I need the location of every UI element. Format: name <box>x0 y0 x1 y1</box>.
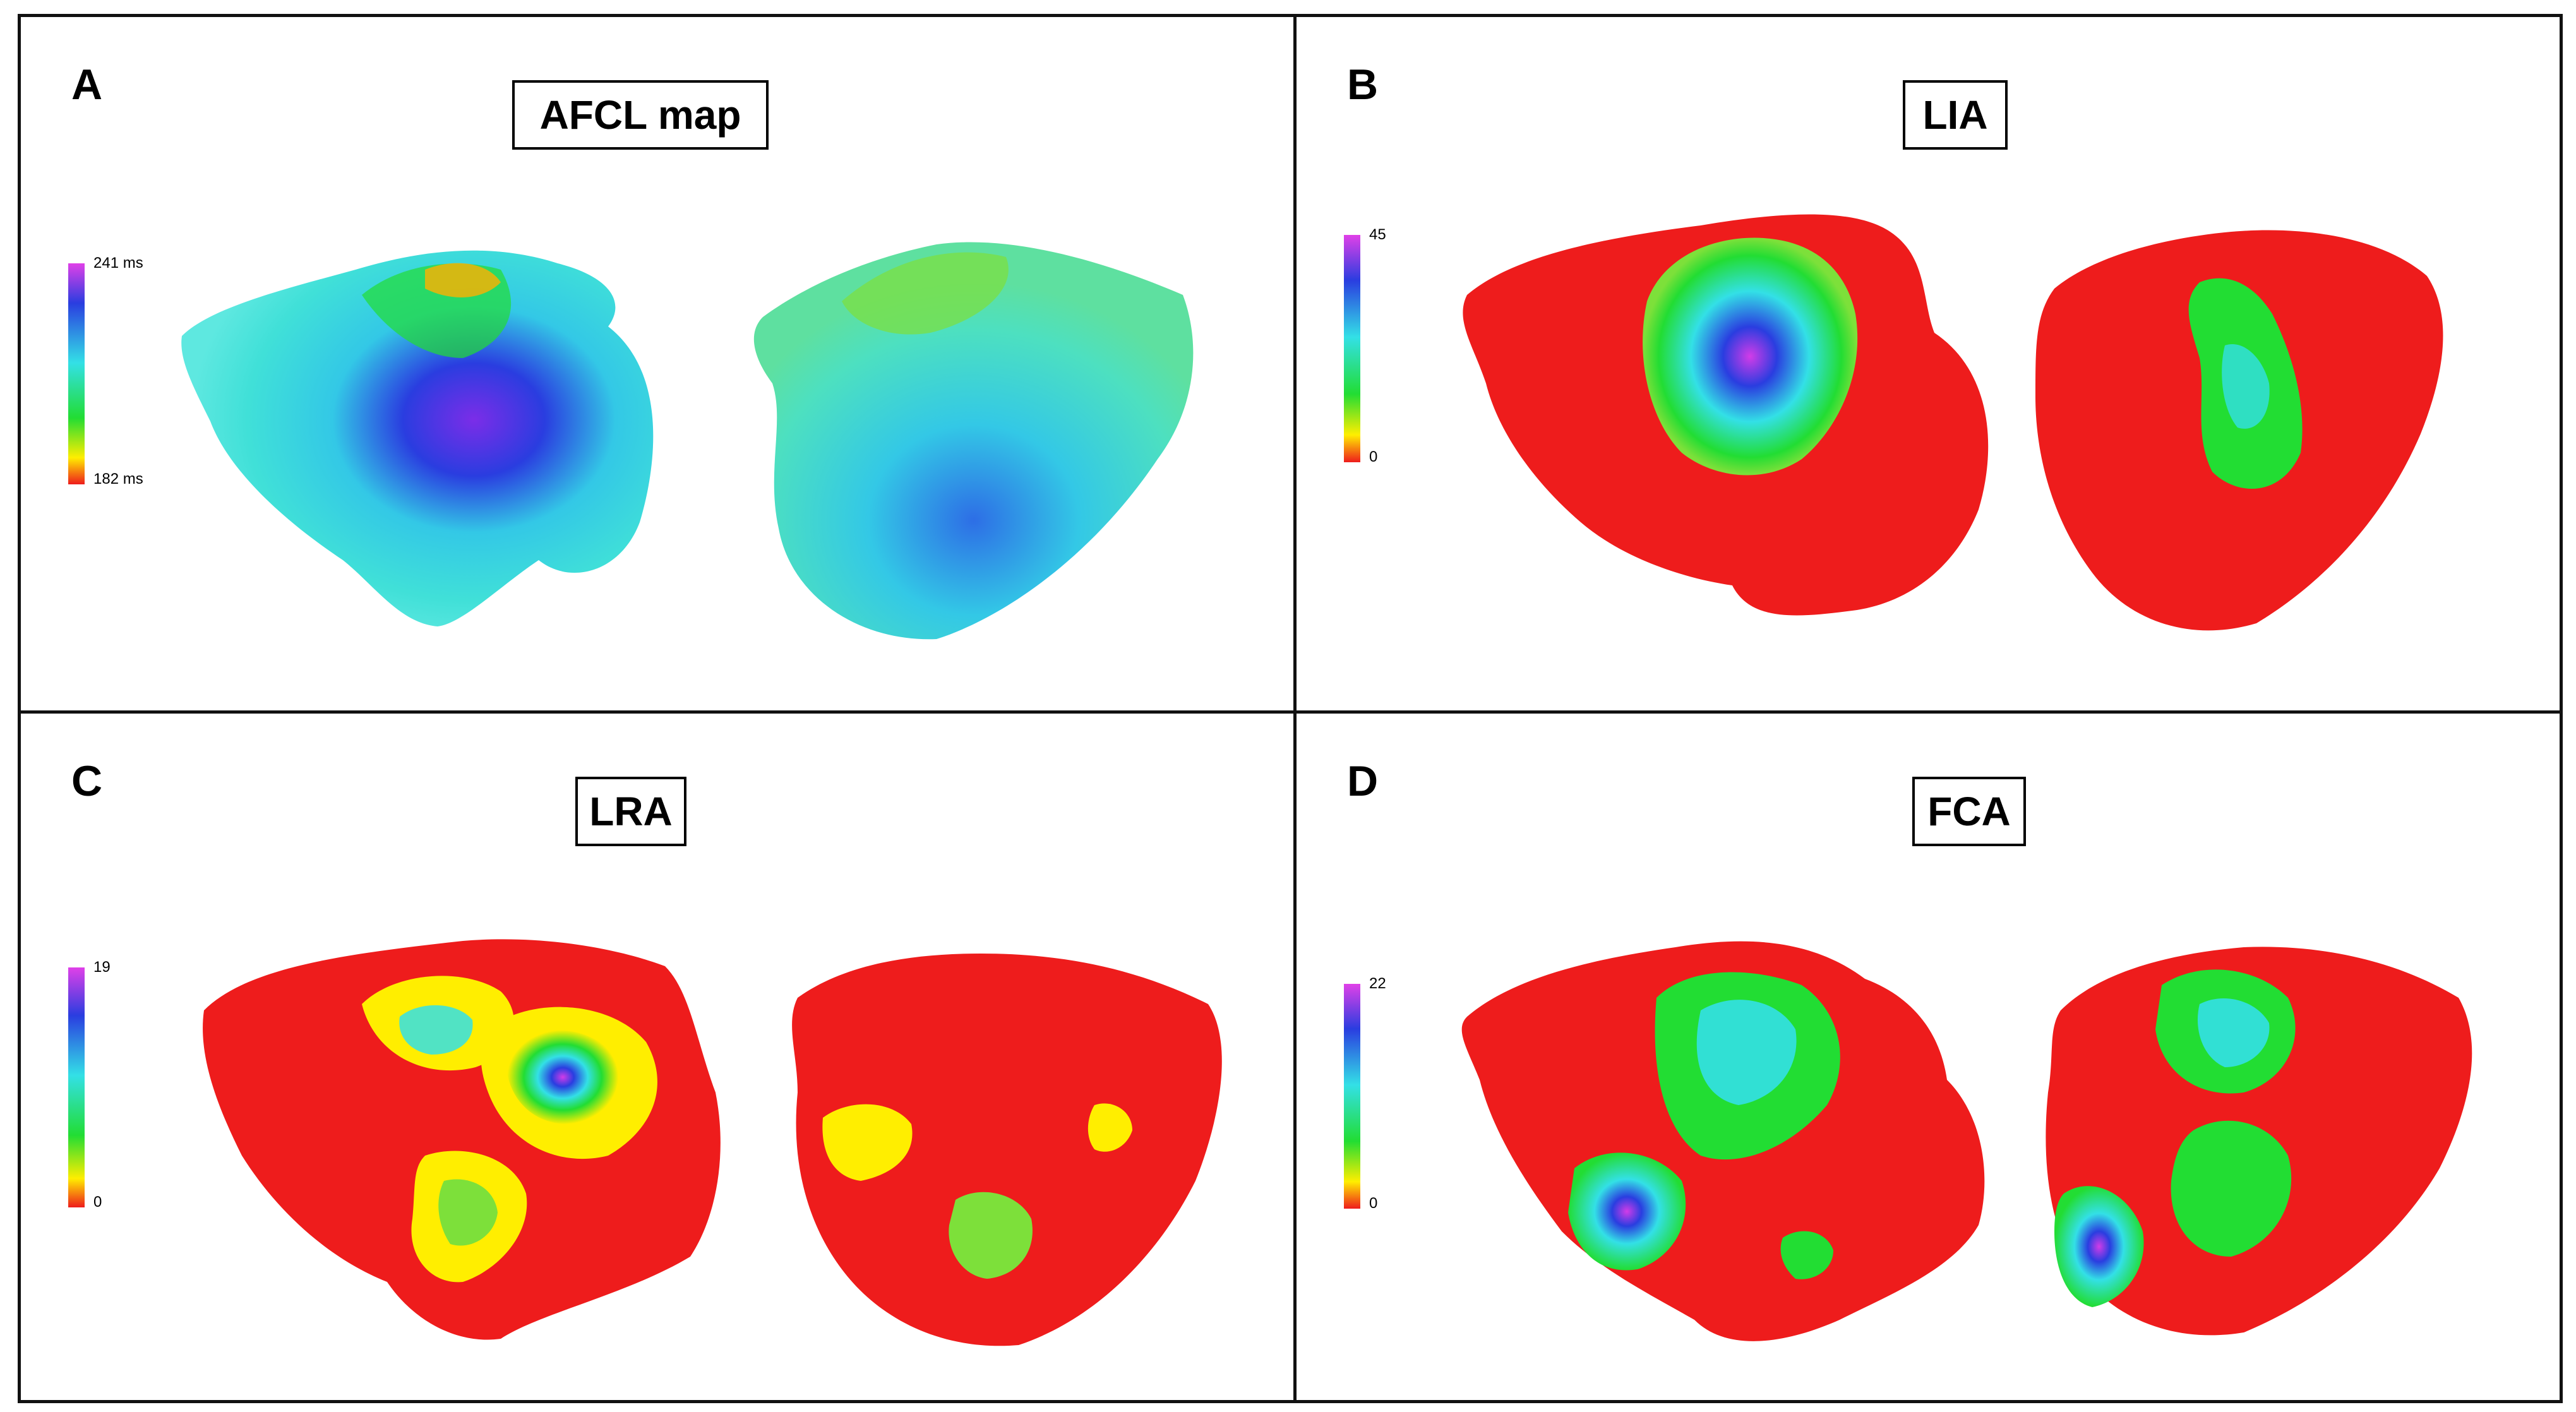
scale-min-label: 182 ms <box>93 470 143 488</box>
panel-letter: C <box>71 757 103 805</box>
panel-letter: A <box>71 61 103 109</box>
scale-max-label: 45 <box>1369 226 1386 243</box>
atria-maps <box>1461 941 2472 1341</box>
vertical-divider <box>1293 17 1297 1400</box>
scale-max-label: 241 ms <box>93 254 143 272</box>
panel-c: C LRA 19 0 <box>21 714 1290 1404</box>
color-scale-bar <box>68 263 85 484</box>
figure-grid: A AFCL map 241 ms 182 ms <box>18 14 2563 1403</box>
atria-maps <box>1463 214 2443 631</box>
scale-max-label: 22 <box>1369 975 1386 992</box>
panel-title: LRA <box>575 777 686 846</box>
horizontal-divider <box>21 710 2560 714</box>
scale-min-label: 0 <box>93 1194 102 1211</box>
panel-title: FCA <box>1912 777 2026 846</box>
atria-maps <box>203 939 1222 1346</box>
panel-d: D FCA 22 0 <box>1297 714 2566 1404</box>
panel-letter: B <box>1347 61 1379 109</box>
color-scale: 22 0 <box>1344 975 1386 1212</box>
scale-min-label: 0 <box>1369 448 1378 465</box>
panel-letter: D <box>1347 757 1379 805</box>
color-scale-bar <box>68 967 85 1207</box>
atria-maps <box>181 242 1194 640</box>
scale-min-label: 0 <box>1369 1195 1378 1212</box>
panel-title: AFCL map <box>512 80 769 150</box>
color-scale-bar <box>1344 235 1360 462</box>
color-scale: 45 0 <box>1344 226 1386 465</box>
atrium-left-view <box>181 250 654 627</box>
panel-title: LIA <box>1903 80 2008 150</box>
color-scale-bar <box>1344 984 1360 1209</box>
panel-b: B LIA 45 0 <box>1297 17 2566 707</box>
color-scale: 241 ms 182 ms <box>68 254 143 488</box>
panel-a: A AFCL map 241 ms 182 ms <box>21 17 1290 707</box>
color-scale: 19 0 <box>68 959 111 1211</box>
scale-max-label: 19 <box>93 959 111 976</box>
